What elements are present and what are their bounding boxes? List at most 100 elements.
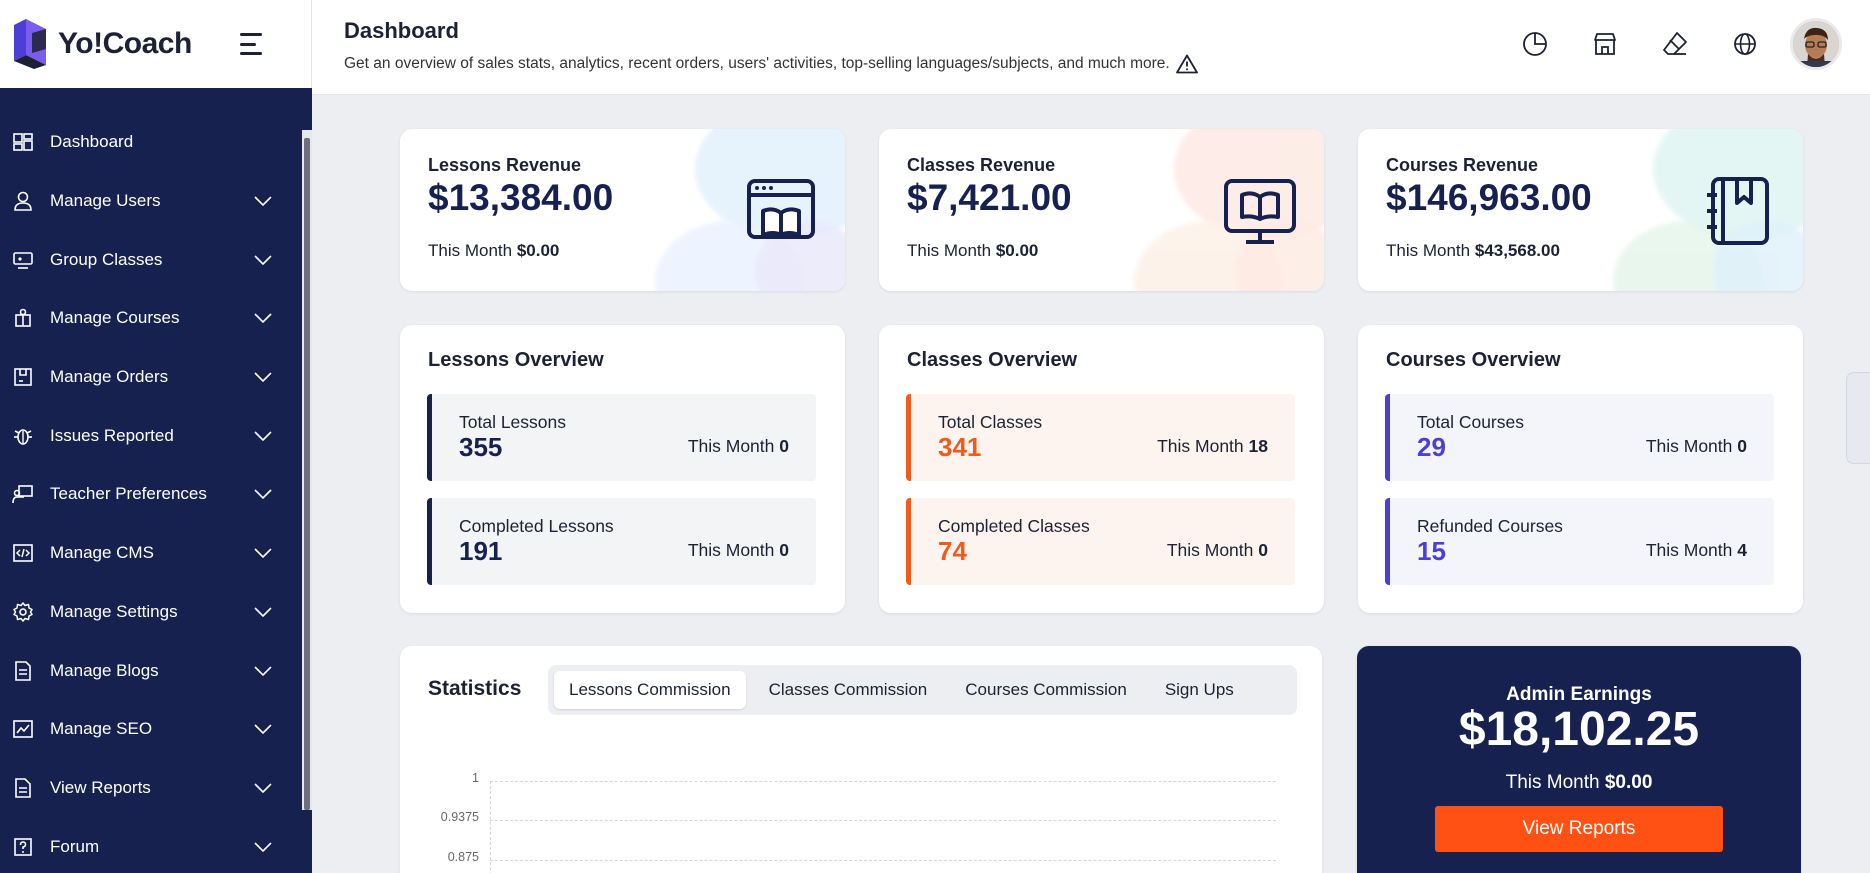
revenue-month: This Month $0.00 bbox=[907, 241, 1038, 261]
sidebar: Yo!Coach Dashboard Manage Users Group Clas… bbox=[0, 0, 312, 873]
side-drawer-tab[interactable] bbox=[1846, 372, 1870, 464]
teacher-icon bbox=[12, 485, 33, 504]
sidebar-item-dashboard[interactable]: Dashboard bbox=[0, 113, 312, 172]
stat-month-label: This Month bbox=[687, 540, 775, 560]
sidebar-item-forum[interactable]: Forum bbox=[0, 817, 312, 873]
tab-lessons-commission[interactable]: Lessons Commission bbox=[554, 671, 746, 709]
overview-stat: Refunded Courses 15 This Month 4 bbox=[1385, 498, 1774, 585]
stat-month: This Month 0 bbox=[1167, 540, 1268, 561]
overview-stat: Total Lessons 355 This Month 0 bbox=[427, 394, 816, 481]
sidebar-item-manage-cms[interactable]: Manage CMS bbox=[0, 524, 312, 583]
stat-value: 15 bbox=[1417, 536, 1446, 566]
stat-month: This Month 0 bbox=[688, 540, 789, 561]
overview-stat: Completed Lessons 191 This Month 0 bbox=[427, 498, 816, 585]
sidebar-item-label: View Reports bbox=[50, 777, 151, 797]
stat-month-value: 0 bbox=[1737, 436, 1747, 456]
sidebar-item-manage-orders[interactable]: Manage Orders bbox=[0, 348, 312, 407]
sidebar-item-teacher-preferences[interactable]: Teacher Preferences bbox=[0, 465, 312, 524]
admin-earnings-title: Admin Earnings bbox=[1506, 684, 1652, 705]
sidebar-item-manage-courses[interactable]: Manage Courses bbox=[0, 289, 312, 348]
revenue-amount: $7,421.00 bbox=[907, 177, 1072, 218]
admin-earnings-month: This Month $0.00 bbox=[1357, 772, 1801, 794]
stat-month-value: 0 bbox=[779, 436, 789, 456]
book-browser-icon bbox=[747, 179, 815, 239]
sidebar-scrollbar[interactable] bbox=[302, 130, 312, 810]
statistics-tabs: Lessons Commission Classes Commission Cour… bbox=[548, 665, 1297, 715]
chevron-down-icon bbox=[254, 783, 272, 793]
sidebar-item-label: Forum bbox=[50, 836, 100, 856]
stat-value: 341 bbox=[938, 432, 982, 462]
sidebar-item-manage-blogs[interactable]: Manage Blogs bbox=[0, 641, 312, 700]
revenue-month-label: This Month bbox=[1386, 241, 1471, 260]
admin-earnings-month-label: This Month bbox=[1505, 772, 1600, 793]
overview-title: Lessons Overview bbox=[428, 349, 604, 371]
user-avatar[interactable] bbox=[1790, 18, 1842, 70]
overview-stat: Total Courses 29 This Month 0 bbox=[1385, 394, 1774, 481]
eraser-icon[interactable] bbox=[1660, 29, 1690, 59]
chevron-down-icon bbox=[254, 372, 272, 383]
stat-label: Total Classes bbox=[938, 412, 1043, 432]
admin-earnings-month-value: $0.00 bbox=[1604, 772, 1653, 793]
question-icon bbox=[14, 837, 32, 856]
overview-stat: Total Classes 341 This Month 18 bbox=[906, 394, 1295, 481]
sidebar-item-issues-reported[interactable]: Issues Reported bbox=[0, 406, 312, 465]
report-icon bbox=[15, 778, 31, 798]
stat-value: 29 bbox=[1417, 432, 1446, 462]
stat-label: Completed Classes bbox=[938, 516, 1090, 536]
y-axis-tick: 1 bbox=[472, 771, 479, 785]
chevron-down-icon bbox=[254, 724, 272, 735]
tab-classes-commission[interactable]: Classes Commission bbox=[768, 680, 928, 699]
logo-bar: Yo!Coach bbox=[0, 0, 312, 88]
stat-month: This Month 18 bbox=[1157, 436, 1268, 457]
chevron-down-icon bbox=[254, 842, 272, 852]
sidebar-item-manage-seo[interactable]: Manage SEO bbox=[0, 700, 312, 759]
stat-month-value: 18 bbox=[1248, 436, 1268, 456]
sidebar-item-label: Dashboard bbox=[50, 132, 134, 152]
tab-courses-commission[interactable]: Courses Commission bbox=[965, 680, 1127, 699]
sidebar-item-label: Manage Blogs bbox=[50, 660, 159, 680]
sidebar-item-label: Manage Courses bbox=[50, 308, 180, 328]
chart-gridline bbox=[490, 820, 1276, 821]
overview-stat: Completed Classes 74 This Month 0 bbox=[906, 498, 1295, 585]
chevron-down-icon bbox=[254, 431, 272, 441]
sidebar-item-label: Group Classes bbox=[50, 249, 163, 269]
view-reports-button[interactable]: View Reports bbox=[1435, 806, 1723, 852]
stat-month-value: 0 bbox=[1258, 540, 1268, 560]
sidebar-menu: Dashboard Manage Users Group Classes Manage… bbox=[0, 88, 312, 873]
revenue-card: Courses Revenue $146,963.00 This Month $43… bbox=[1358, 129, 1803, 291]
chevron-down-icon bbox=[254, 489, 272, 500]
stat-month: This Month 4 bbox=[1646, 540, 1747, 561]
revenue-title: Lessons Revenue bbox=[428, 155, 582, 175]
stat-month: This Month 0 bbox=[688, 436, 789, 457]
courses-icon bbox=[15, 309, 31, 328]
chevron-down-icon bbox=[254, 548, 272, 559]
stat-value: 74 bbox=[938, 536, 967, 566]
store-icon[interactable] bbox=[1590, 29, 1620, 59]
sidebar-item-view-reports[interactable]: View Reports bbox=[0, 759, 312, 818]
sidebar-item-manage-settings[interactable]: Manage Settings bbox=[0, 583, 312, 642]
warning-icon[interactable] bbox=[1175, 54, 1198, 74]
header-actions bbox=[1480, 18, 1842, 70]
revenue-month: This Month $43,568.00 bbox=[1386, 241, 1560, 261]
user-icon bbox=[14, 191, 32, 211]
gear-icon bbox=[13, 602, 33, 622]
admin-earnings-card: Admin Earnings $18,102.25 This Month $0.… bbox=[1357, 646, 1801, 873]
stat-label: Total Lessons bbox=[459, 412, 567, 432]
statistics-title: Statistics bbox=[428, 677, 522, 700]
sidebar-item-label: Issues Reported bbox=[50, 425, 174, 445]
menu-toggle-button[interactable] bbox=[239, 33, 266, 55]
tab-sign-ups[interactable]: Sign Ups bbox=[1164, 680, 1234, 699]
stat-month-label: This Month bbox=[1166, 540, 1254, 560]
revenue-card: Classes Revenue $7,421.00 This Month $0.00 bbox=[879, 129, 1324, 291]
page-subtitle: Get an overview of sales stats, analytic… bbox=[344, 54, 1198, 74]
revenue-amount: $13,384.00 bbox=[428, 177, 614, 218]
overview-card: Classes Overview Total Classes 341 This Mon… bbox=[879, 325, 1324, 613]
pie-chart-icon[interactable] bbox=[1520, 29, 1550, 59]
globe-icon[interactable] bbox=[1730, 29, 1760, 59]
sidebar-item-manage-users[interactable]: Manage Users bbox=[0, 172, 312, 231]
page-title: Dashboard bbox=[344, 18, 459, 43]
chart-y-axis bbox=[490, 781, 491, 873]
sidebar-item-group-classes[interactable]: Group Classes bbox=[0, 230, 312, 289]
group-classes-icon bbox=[13, 251, 33, 269]
bug-icon bbox=[14, 428, 32, 445]
